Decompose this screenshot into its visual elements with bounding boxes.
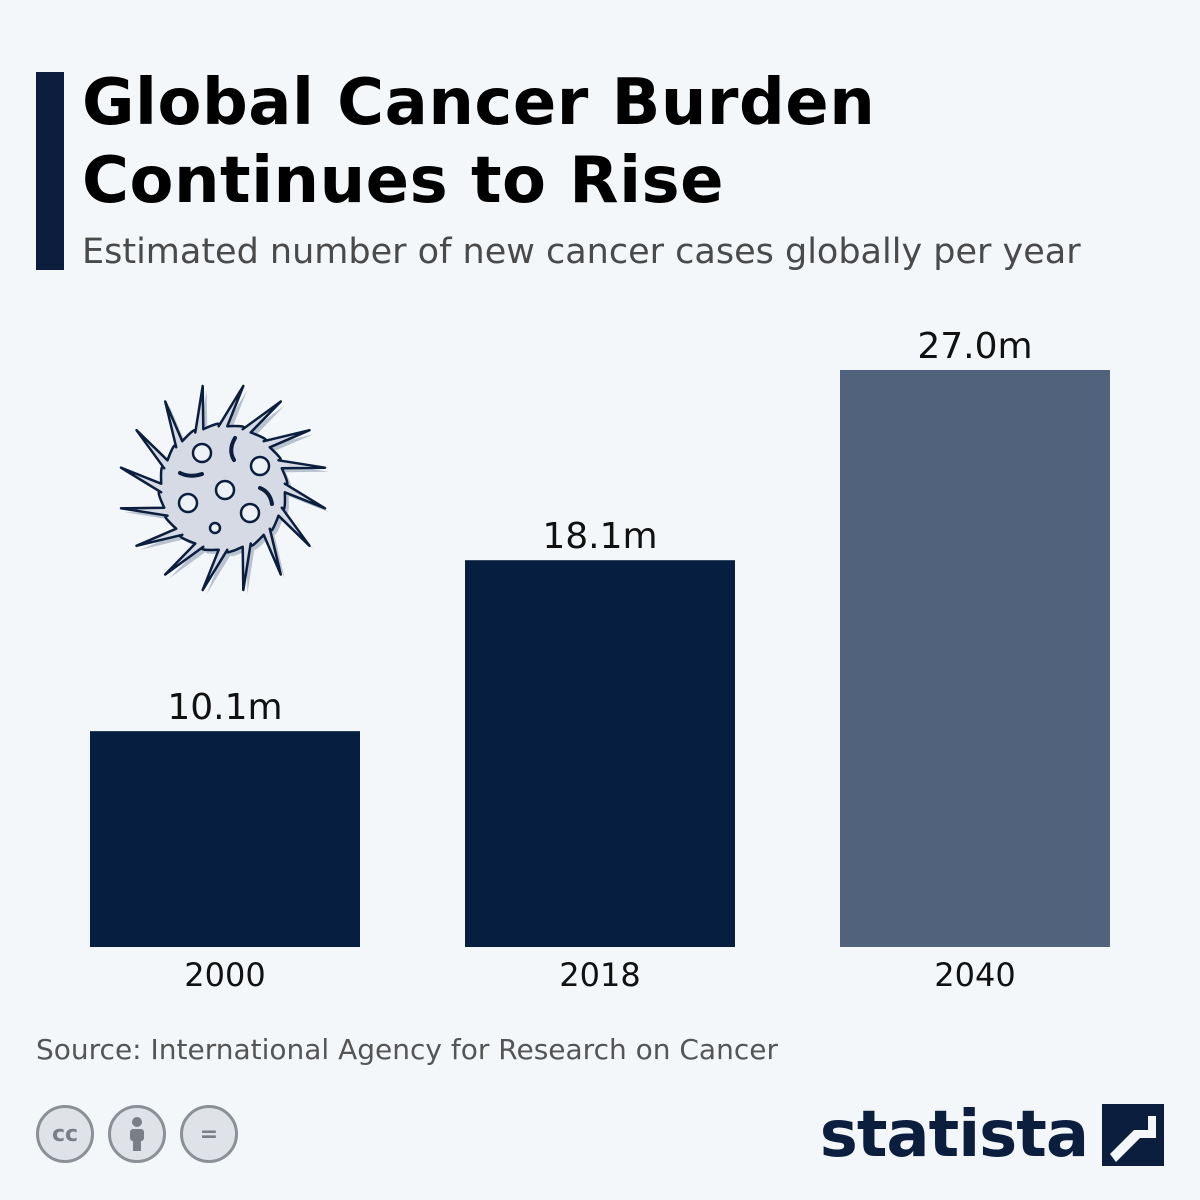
statista-brand[interactable]: statista <box>820 1098 1164 1172</box>
person-glyph <box>130 1117 144 1151</box>
value-label-2000: 10.1m <box>167 687 282 728</box>
license-icons: cc = <box>36 1105 238 1163</box>
nd-label: = <box>199 1121 219 1147</box>
bar-2018 <box>465 560 735 947</box>
x-tick-2018: 2018 <box>559 956 640 994</box>
chart-title: Global Cancer Burden Continues to Rise <box>82 66 876 218</box>
bars-layer: 10.1m 2000 18.1m 2018 27.0m 2040 <box>90 326 1110 994</box>
title-accent-bar <box>36 72 64 270</box>
bar-chart: 10.1m 2000 18.1m 2018 27.0m 2040 <box>90 326 1110 994</box>
value-label-2040: 27.0m <box>917 326 1032 367</box>
bar-2040 <box>840 370 1110 947</box>
x-tick-2040: 2040 <box>934 956 1015 994</box>
brand-name: statista <box>819 1098 1089 1172</box>
x-tick-2000: 2000 <box>184 956 265 994</box>
statista-logo-icon <box>1102 1104 1164 1166</box>
creative-commons-icon[interactable]: cc <box>36 1105 94 1163</box>
source-note: Source: International Agency for Researc… <box>36 1033 778 1066</box>
value-label-2018: 18.1m <box>542 516 657 557</box>
no-derivatives-icon[interactable]: = <box>180 1105 238 1163</box>
bar-2000 <box>90 731 360 947</box>
attribution-icon[interactable] <box>108 1105 166 1163</box>
cc-label: cc <box>51 1121 79 1147</box>
virus-cell-icon <box>119 384 329 594</box>
chart-subtitle: Estimated number of new cancer cases glo… <box>82 232 1081 272</box>
